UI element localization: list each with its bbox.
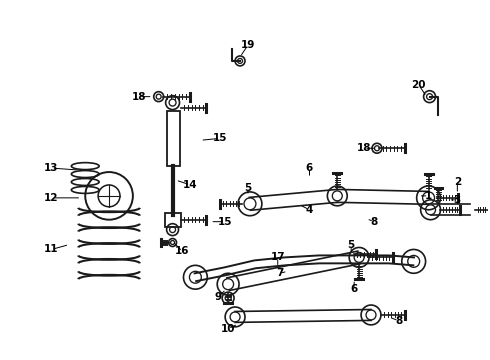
Text: 3: 3 (454, 195, 461, 205)
Text: 7: 7 (276, 268, 283, 278)
Text: 8: 8 (395, 316, 402, 326)
Text: 2: 2 (454, 177, 461, 187)
Text: 18: 18 (132, 92, 146, 102)
Text: 15: 15 (218, 217, 232, 227)
Text: 5: 5 (347, 240, 355, 251)
Text: 6: 6 (306, 163, 313, 173)
Text: 12: 12 (44, 193, 59, 203)
Text: 6: 6 (350, 284, 358, 294)
Text: 1: 1 (425, 191, 432, 201)
Text: 18: 18 (357, 143, 371, 153)
Text: 5: 5 (245, 183, 251, 193)
Text: 17: 17 (270, 252, 285, 262)
Text: 14: 14 (183, 180, 198, 190)
Text: 16: 16 (175, 247, 190, 256)
Text: 15: 15 (213, 133, 227, 143)
Text: 11: 11 (44, 244, 59, 255)
Text: 19: 19 (241, 40, 255, 50)
Text: 20: 20 (412, 80, 426, 90)
Bar (165, 213, 181, 227)
Text: 8: 8 (370, 217, 378, 227)
Text: 4: 4 (306, 205, 313, 215)
Text: 9: 9 (215, 292, 222, 302)
Text: 13: 13 (44, 163, 59, 173)
Text: 10: 10 (221, 324, 235, 334)
Bar (167, 111, 179, 166)
